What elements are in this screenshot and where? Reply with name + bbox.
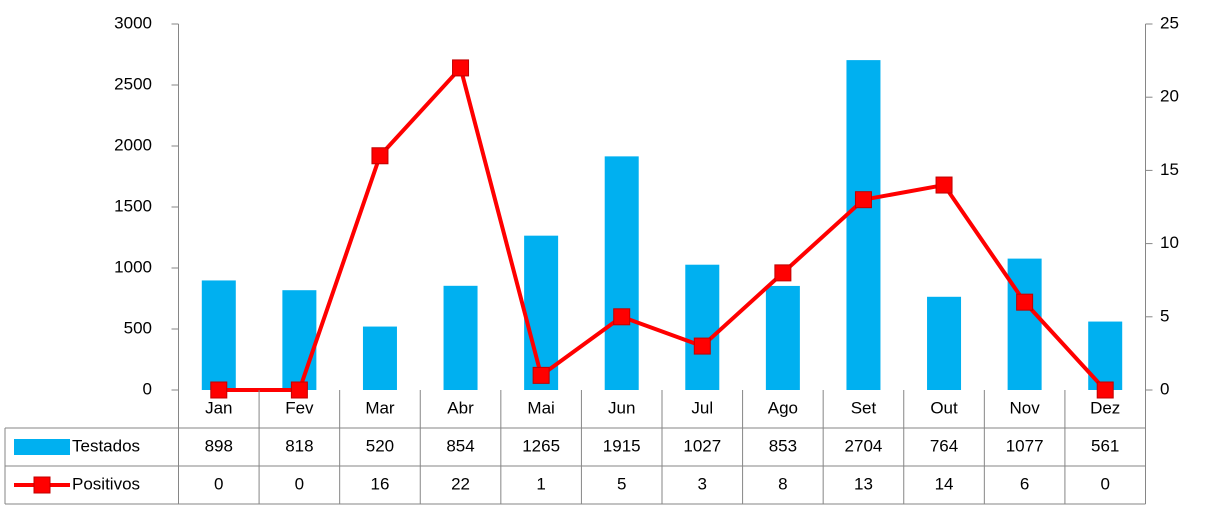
table-value: 1077 [1006,436,1044,455]
table-value: 1027 [683,436,721,455]
x-tick-label: Jun [608,398,635,417]
bar [524,235,559,390]
table-value: 520 [366,436,394,455]
x-tick-label: Abr [447,398,474,417]
marker [693,337,711,355]
legend-label: Testados [72,436,140,455]
marker [1016,293,1034,311]
marker [371,147,389,165]
marker [532,366,550,384]
y2-tick-label: 0 [1160,379,1169,398]
y2-tick-label: 15 [1160,160,1179,179]
line [218,65,1107,392]
y-tick-label: 0 [143,379,152,398]
bar [201,280,236,390]
bar [927,296,962,390]
table-value: 5 [617,474,626,493]
x-tick-label: Jan [205,398,232,417]
table-value: 818 [285,436,313,455]
marker [210,381,228,399]
table-value: 898 [205,436,233,455]
bar [1007,258,1042,390]
marker [613,308,631,326]
marker [935,176,953,194]
y-tick-label: 3000 [114,13,152,32]
table-value: 2704 [845,436,883,455]
y2-tick-label: 10 [1160,233,1179,252]
table-value: 1265 [522,436,560,455]
x-tick-label: Mai [527,398,554,417]
table-value: 8 [778,474,787,493]
table-value: 764 [930,436,958,455]
table-value: 16 [370,474,389,493]
table-value: 1915 [603,436,641,455]
marker [774,264,792,282]
bar [362,326,397,390]
x-tick-label: Out [930,398,958,417]
bar [846,60,881,390]
x-tick-label: Ago [768,398,798,417]
x-tick-label: Set [851,398,877,417]
legend-key [33,476,51,494]
table-value: 0 [1100,474,1109,493]
table-value: 3 [698,474,707,493]
y2-tick-label: 25 [1160,13,1179,32]
table-value: 561 [1091,436,1119,455]
marker [1096,381,1114,399]
y-tick-label: 1000 [114,257,152,276]
y2-tick-label: 5 [1160,306,1169,325]
bar [443,285,478,390]
table-value: 13 [854,474,873,493]
y-tick-label: 500 [124,318,152,337]
table-value: 14 [935,474,954,493]
y2-tick-label: 20 [1160,87,1179,106]
bar [282,290,317,390]
table-value: 0 [214,474,223,493]
table-value: 6 [1020,474,1029,493]
y-tick-label: 2000 [114,135,152,154]
y-tick-label: 2500 [114,74,152,93]
table-value: 0 [295,474,304,493]
marker [452,59,470,77]
bar [604,156,639,390]
bar [685,264,720,390]
y-tick-label: 1500 [114,196,152,215]
legend-key [14,439,70,455]
x-tick-label: Nov [1010,398,1041,417]
x-tick-label: Dez [1090,398,1120,417]
legend-label: Positivos [72,474,140,493]
marker [290,381,308,399]
x-tick-label: Fev [285,398,314,417]
table-value: 1 [536,474,545,493]
x-tick-label: Mar [365,398,395,417]
bar [765,285,800,390]
table-value: 853 [769,436,797,455]
x-tick-label: Jul [691,398,713,417]
marker [854,191,872,209]
table-value: 854 [446,436,474,455]
table-value: 22 [451,474,470,493]
